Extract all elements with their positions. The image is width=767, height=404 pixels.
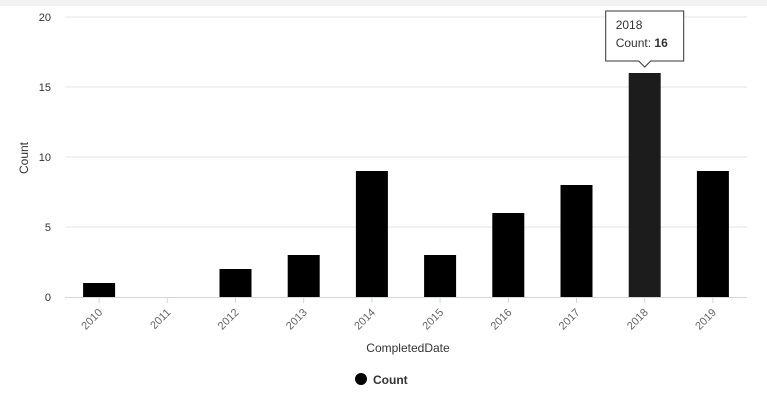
bar-2012[interactable] xyxy=(219,269,252,297)
bar-2016[interactable] xyxy=(492,213,525,297)
bar-2018[interactable] xyxy=(628,73,661,297)
tooltip-colon: : xyxy=(648,36,655,50)
bar-2019[interactable] xyxy=(696,171,729,297)
x-tick-label: 2014 xyxy=(352,307,378,333)
bar-2010[interactable] xyxy=(83,283,116,297)
bars xyxy=(83,73,729,297)
y-axis-title: Count xyxy=(17,141,31,174)
x-tick-label: 2013 xyxy=(284,307,310,333)
legend[interactable]: Count xyxy=(355,373,408,387)
bar-2014[interactable] xyxy=(355,171,388,297)
x-tick-label: 2010 xyxy=(79,307,105,333)
y-tick-label: 20 xyxy=(39,12,51,24)
y-axis-ticks: 0 5 10 15 20 xyxy=(39,12,51,304)
legend-label: Count xyxy=(373,373,408,387)
y-tick-label: 15 xyxy=(39,82,51,94)
y-tick-label: 0 xyxy=(45,292,51,304)
tooltip-series-label: Count xyxy=(616,36,649,50)
y-tick-label: 10 xyxy=(39,152,51,164)
legend-marker xyxy=(355,373,367,385)
tooltip-category: 2018 xyxy=(616,18,643,32)
tooltip-value-line: Count: 16 xyxy=(616,36,668,50)
bar-2017[interactable] xyxy=(560,185,593,297)
top-bar xyxy=(0,0,767,6)
x-tick-label: 2011 xyxy=(148,307,173,332)
x-tick-label: 2019 xyxy=(693,307,719,333)
x-tick-label: 2012 xyxy=(216,307,242,333)
x-tick-label: 2018 xyxy=(625,307,651,333)
x-axis-ticks: 2010 2011 2012 2013 2014 2015 2016 2017 2018 2019 xyxy=(79,297,719,332)
bar-2015[interactable] xyxy=(424,255,457,297)
bar-2013[interactable] xyxy=(287,255,320,297)
tooltip-value: 16 xyxy=(654,36,668,50)
tooltip: 2018 Count: 16 xyxy=(605,10,685,68)
x-axis-title: CompletedDate xyxy=(366,341,450,355)
tooltip-box xyxy=(605,10,685,68)
x-tick-label: 2016 xyxy=(489,307,515,333)
x-tick-label: 2015 xyxy=(420,307,446,333)
y-tick-label: 5 xyxy=(45,222,51,234)
x-tick-label: 2017 xyxy=(557,307,583,333)
